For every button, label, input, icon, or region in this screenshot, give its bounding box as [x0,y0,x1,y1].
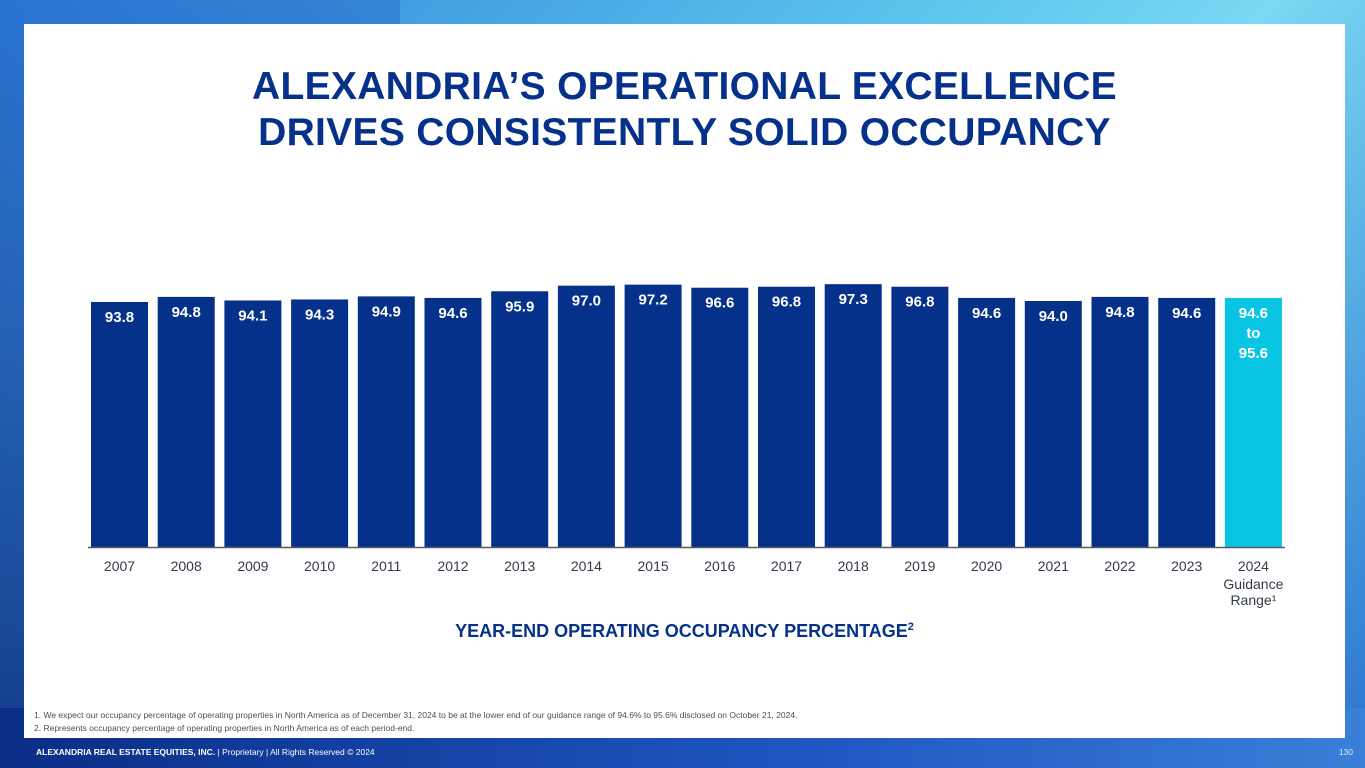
x-tick-label-2015: 2015 [638,558,669,574]
title-line-1: ALEXANDRIA’S OPERATIONAL EXCELLENCE [252,65,1117,108]
x-tick-label-2012: 2012 [437,558,468,574]
bar-2007 [91,302,148,547]
bar-value-label-2008: 94.8 [172,304,201,321]
bar-value-label-2024-1: to [1246,325,1260,342]
x-tick-label-2009: 2009 [237,558,268,574]
chart-caption: YEAR-END OPERATING OCCUPANCY PERCENTAGE2 [24,621,1345,642]
x-tick-label-2018: 2018 [838,558,869,574]
bar-value-label-2012: 94.6 [438,305,467,322]
footer: ALEXANDRIA REAL ESTATE EQUITIES, INC. | … [36,747,375,757]
bar-value-label-2015: 97.2 [638,292,667,309]
x-tick-label-2021: 2021 [1038,558,1069,574]
bar-2008 [157,296,215,547]
x-tick-label-2023: 2023 [1171,558,1202,574]
bar-2016 [691,287,749,547]
footnote-1: 1. We expect our occupancy percentage of… [34,710,798,720]
bar-2018 [824,284,882,547]
bar-2014 [557,285,615,547]
bar-value-label-2017: 96.8 [772,294,801,311]
footer-company: ALEXANDRIA REAL ESTATE EQUITIES, INC. [36,747,216,757]
bar-2024 [1224,297,1282,547]
bar-value-label-2019: 96.8 [905,294,934,311]
bar-2017 [758,286,815,547]
x-tick-sublabel-2024-0: Guidance [1223,576,1283,592]
bar-2011 [357,296,415,547]
bar-value-label-2013: 95.9 [505,298,534,315]
occupancy-bar-chart: 93.8 2007 94.8 2008 94.1 2009 94.3 2010 94.9 2011… [88,284,1285,608]
x-tick-label-2014: 2014 [571,558,602,574]
x-tick-label-2019: 2019 [904,558,935,574]
x-tick-sublabel-2024-1: Range¹ [1230,592,1276,608]
x-tick-label-2013: 2013 [504,558,535,574]
bar-value-label-2011: 94.9 [372,303,401,320]
bar-value-label-2018: 97.3 [839,291,868,308]
x-tick-label-2008: 2008 [171,558,202,574]
footnote-2: 2. Represents occupancy percentage of op… [34,723,415,733]
bar-2010 [291,299,349,547]
slide-title: ALEXANDRIA’S OPERATIONAL EXCELLENCE DRIV… [24,64,1345,156]
x-tick-label-2016: 2016 [704,558,735,574]
bar-value-label-2021: 94.0 [1039,308,1068,325]
bar-2023 [1158,297,1216,547]
slide-card: ALEXANDRIA’S OPERATIONAL EXCELLENCE DRIV… [24,24,1345,738]
bar-2013 [491,291,549,547]
bar-value-label-2010: 94.3 [305,306,334,323]
bar-2012 [424,297,482,547]
bar-2009 [224,300,282,547]
bar-value-label-2009: 94.1 [238,307,267,324]
x-tick-label-2022: 2022 [1104,558,1135,574]
bar-2021 [1024,300,1082,547]
footnotes: 1. We expect our occupancy percentage of… [34,709,797,735]
title-line-2: DRIVES CONSISTENTLY SOLID OCCUPANCY [258,111,1111,154]
x-tick-label-2017: 2017 [771,558,802,574]
x-tick-label-2020: 2020 [971,558,1002,574]
caption-text: YEAR-END OPERATING OCCUPANCY PERCENTAGE [455,621,908,641]
bar-value-label-2023: 94.6 [1172,305,1201,322]
bar-2019 [891,286,949,547]
x-tick-label-2007: 2007 [104,558,135,574]
bar-2022 [1091,296,1149,547]
bar-value-label-2024-2: 95.6 [1239,345,1268,362]
bar-2015 [624,284,682,547]
x-tick-label-2011: 2011 [371,558,401,574]
bar-value-label-2016: 96.6 [705,295,734,312]
bar-2020 [958,297,1016,547]
bar-value-label-2007: 93.8 [105,309,134,326]
bar-value-label-2024-0: 94.6 [1239,305,1268,322]
footer-text: | Proprietary | All Rights Reserved © 20… [215,747,375,757]
page-number: 130 [1338,747,1353,757]
bar-value-label-2022: 94.8 [1105,304,1134,321]
x-tick-label-2024: 2024 [1238,558,1269,574]
x-tick-label-2010: 2010 [304,558,335,574]
bar-value-label-2014: 97.0 [572,293,601,310]
caption-footnote-marker: 2 [907,621,914,633]
bar-value-label-2020: 94.6 [972,305,1001,322]
